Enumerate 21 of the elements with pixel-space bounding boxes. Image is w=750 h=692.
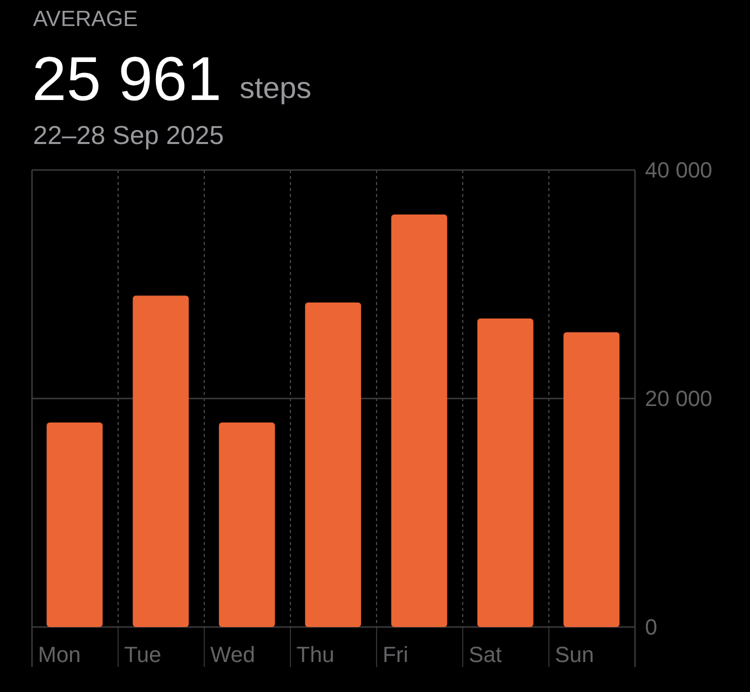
text: 25 961 [32,45,222,114]
bar [305,302,362,627]
x-tick-label: Mon [38,642,81,667]
y-tick-label: 40 000 [645,158,712,183]
y-tick-label: 20 000 [645,386,712,412]
x-tick-label: Thu [296,642,334,667]
x-tick-label: Sat [468,642,502,667]
x-tick-label: Fri [382,642,408,667]
bar [391,214,448,627]
chart-title: AVERAGE [33,6,138,31]
x-tick-label: Wed [210,642,256,667]
bar [132,296,189,627]
chart-subtitle: 22–28 Sep 2025 [33,120,224,150]
x-tick-label: Sun [554,642,594,667]
bar [46,422,103,627]
x-tick-label: Tue [124,642,162,667]
bar [564,332,620,627]
y-tick-label: 0 [645,614,658,640]
text: steps [240,72,312,105]
bar [218,422,275,627]
bar [477,318,534,627]
